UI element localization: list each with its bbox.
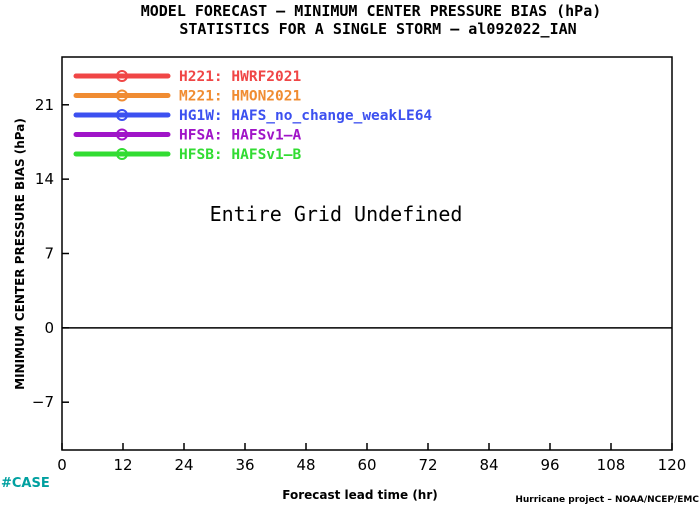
case-tag: #CASE (1, 476, 50, 491)
legend-label: HFSB: HAFSv1–B (179, 147, 301, 163)
y-tick-label: 14 (35, 170, 54, 188)
legend-marker (116, 128, 128, 141)
x-tick-label: 24 (174, 456, 193, 474)
legend-item: HFSA: HAFSv1–A (73, 128, 301, 144)
x-tick-label: 120 (658, 456, 687, 474)
credit-text: Hurricane project – NOAA/NCEP/EMC (515, 495, 699, 505)
legend-item: M221: HMON2021 (73, 89, 301, 105)
legend-item: HFSB: HAFSv1–B (73, 147, 301, 163)
y-tick-label: 21 (35, 96, 54, 114)
legend-item: HG1W: HAFS_no_change_weakLE64 (73, 108, 432, 124)
x-tick-label: 60 (357, 456, 376, 474)
x-tick-label: 0 (57, 456, 67, 474)
x-axis: 0 12 24 36 48 60 72 84 96 108 120 (57, 443, 686, 474)
chart-title: MODEL FORECAST – MINIMUM CENTER PRESSURE… (141, 2, 602, 20)
chart-subtitle: STATISTICS FOR A SINGLE STORM – al092022… (179, 20, 576, 38)
y-tick-label: 7 (44, 245, 54, 263)
x-tick-label: 108 (597, 456, 626, 474)
y-tick-label: 0 (44, 319, 54, 337)
legend-marker (116, 89, 128, 102)
y-tick-label: −7 (32, 393, 54, 411)
y-axis-label: MINIMUM CENTER PRESSURE BIAS (hPa) (13, 118, 27, 390)
legend-marker (116, 109, 128, 121)
x-tick-label: 72 (418, 456, 437, 474)
legend-label: HFSA: HAFSv1–A (179, 128, 301, 144)
legend-item: H221: HWRF2021 (73, 69, 301, 85)
chart-annotation: Entire Grid Undefined (210, 202, 463, 226)
legend-label: M221: HMON2021 (179, 89, 301, 105)
x-tick-label: 84 (479, 456, 498, 474)
legend-marker (116, 148, 128, 160)
legend: H221: HWRF2021 M221: HMON2021 HG1W: HAFS_n… (73, 69, 432, 163)
x-tick-label: 36 (235, 456, 254, 474)
x-tick-label: 48 (296, 456, 315, 474)
y-axis: −7 0 7 14 21 (32, 96, 69, 411)
legend-label: H221: HWRF2021 (179, 69, 301, 85)
x-tick-label: 96 (540, 456, 559, 474)
x-tick-label: 12 (113, 456, 132, 474)
legend-label: HG1W: HAFS_no_change_weakLE64 (179, 108, 432, 124)
x-axis-label: Forecast lead time (hr) (282, 488, 438, 502)
legend-marker (116, 70, 128, 82)
